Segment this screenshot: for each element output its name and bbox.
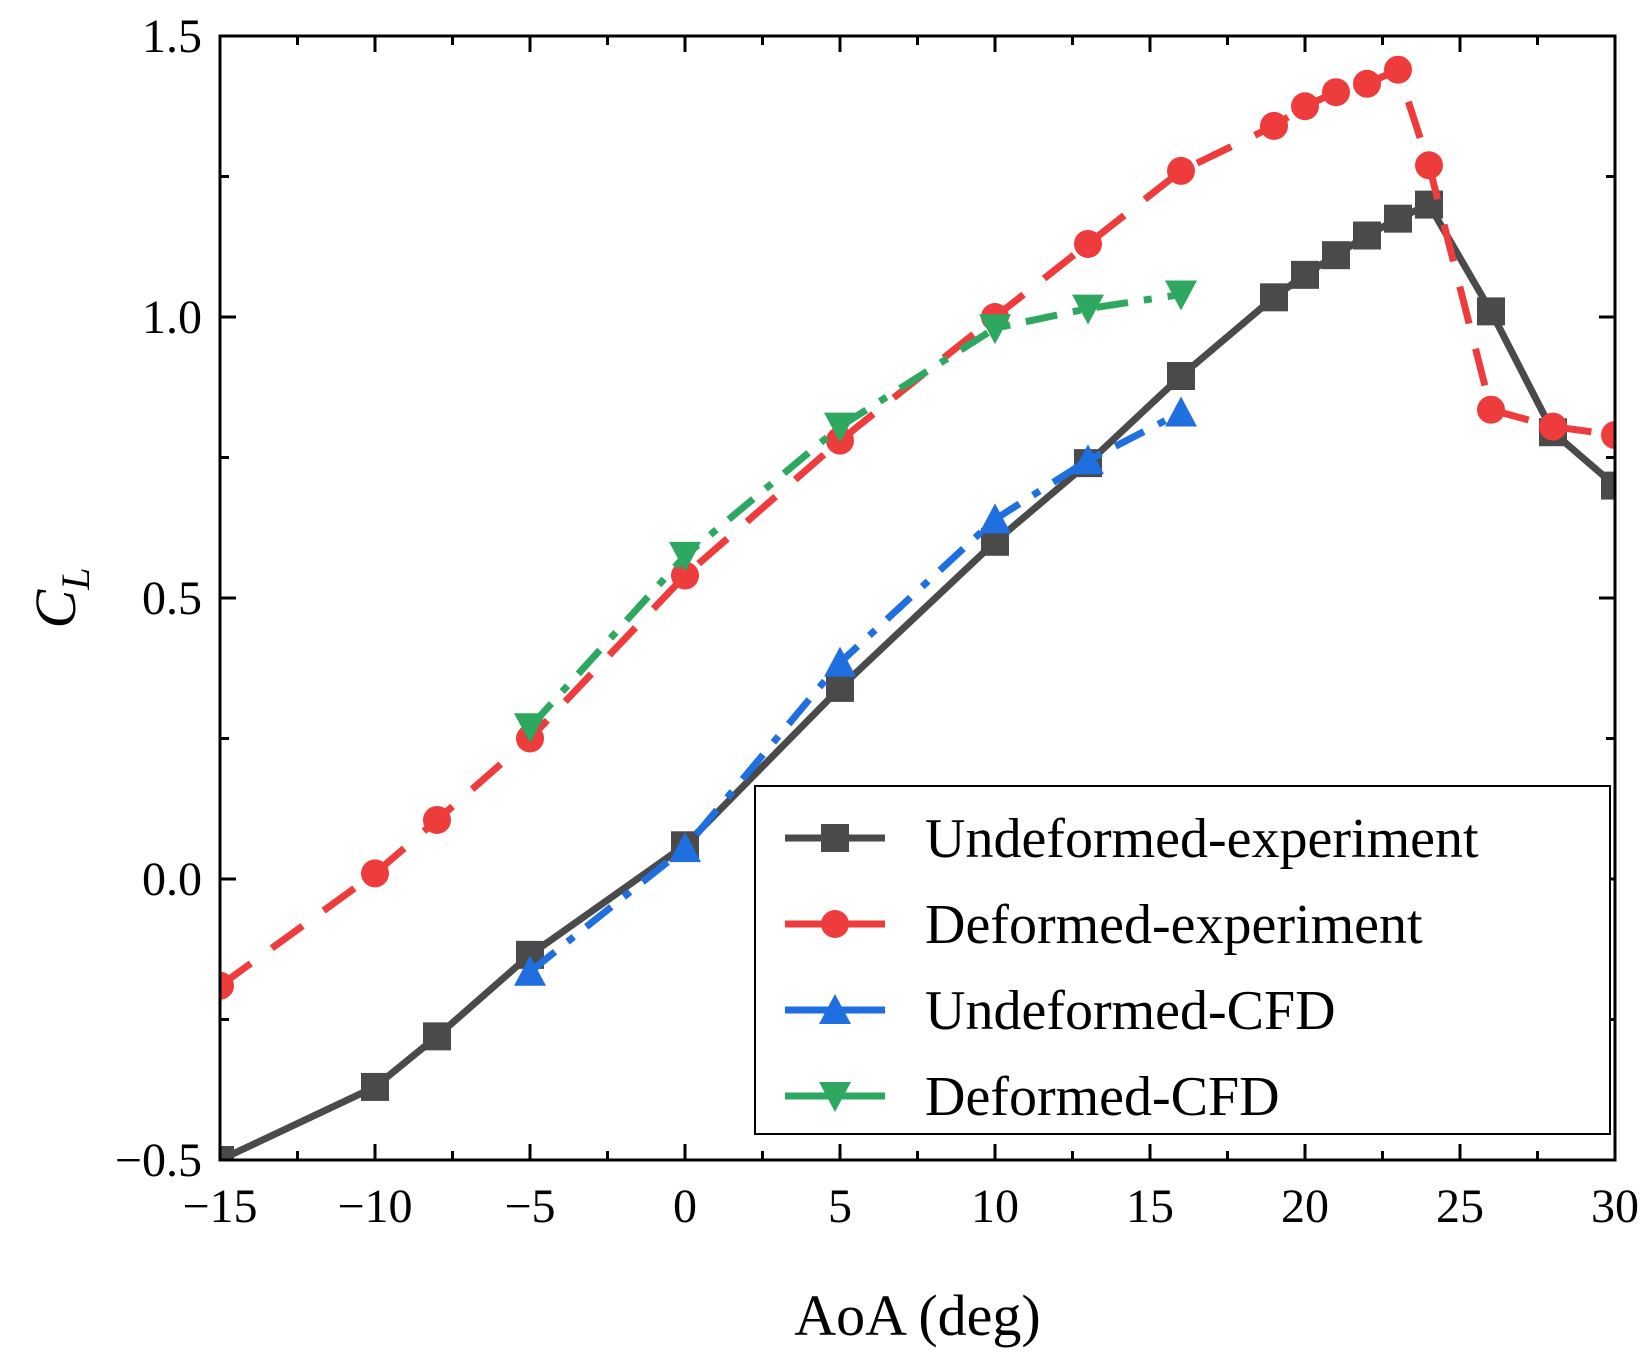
- data-point: [1260, 111, 1288, 140]
- legend: Undeformed-experiment Deformed-experiment…: [754, 785, 1611, 1135]
- data-point: [824, 412, 856, 443]
- legend-label: Undeformed-CFD: [925, 980, 1336, 1042]
- data-point: [1477, 395, 1505, 424]
- data-point: [1539, 412, 1567, 441]
- legend-marker: [819, 1082, 851, 1112]
- data-point: [669, 832, 701, 863]
- y-tick-label: 1.0: [142, 291, 202, 344]
- x-tick-label: 5: [828, 1180, 852, 1233]
- data-point: [514, 713, 546, 744]
- data-point: [1167, 156, 1195, 185]
- data-point: [361, 859, 389, 888]
- data-point: [826, 673, 854, 702]
- axes-layer: −15 −10 −5 0 5 10 15 20 25 30 −0.5 0.0 0.5 1.0 1.5 AoA …: [23, 10, 1639, 1348]
- series-line-deformed-cfd: [527, 291, 1182, 730]
- data-point: [1322, 78, 1350, 107]
- legend-marker: [819, 994, 851, 1024]
- data-point: [220, 1146, 234, 1160]
- x-tick-label: 10: [971, 1180, 1019, 1233]
- x-tick-label: −5: [504, 1180, 555, 1233]
- data-point: [1601, 421, 1615, 450]
- data-point: [1072, 294, 1104, 325]
- x-tick-label: −15: [182, 1180, 257, 1233]
- legend-item: Undeformed-CFD: [785, 980, 1336, 1042]
- x-tick-label: 0: [673, 1180, 697, 1233]
- x-tick-label: 20: [1281, 1180, 1329, 1233]
- y-axis-title-subscript: L: [53, 568, 98, 591]
- legend-marker: [821, 824, 849, 852]
- x-tick-label: 25: [1436, 1180, 1484, 1233]
- data-point: [1291, 260, 1319, 289]
- y-tick-label: 0.0: [142, 853, 202, 906]
- data-point: [1477, 297, 1505, 326]
- x-tick-label: −10: [337, 1180, 412, 1233]
- data-point: [1353, 221, 1381, 250]
- series-layer: [220, 55, 1615, 1160]
- data-point: [979, 314, 1011, 345]
- x-tick-label: 30: [1591, 1180, 1639, 1233]
- data-point: [423, 1022, 451, 1051]
- legend-item: Undeformed-experiment: [785, 808, 1479, 870]
- data-point: [1291, 92, 1319, 121]
- data-point: [1074, 229, 1102, 258]
- data-point: [1415, 151, 1443, 180]
- data-point: [1165, 280, 1197, 311]
- data-point: [1601, 471, 1615, 500]
- data-point: [423, 805, 451, 834]
- data-point: [824, 646, 856, 677]
- series-line-undeformed-cfd: [527, 409, 1183, 975]
- x-axis-title: AoA (deg): [794, 1283, 1040, 1348]
- legend-item: Deformed-CFD: [785, 1066, 1280, 1128]
- data-point: [1167, 362, 1195, 391]
- series-line-undeformed-experiment: [220, 201, 1615, 1160]
- legend-label: Deformed-CFD: [925, 1066, 1280, 1128]
- data-point: [1322, 241, 1350, 270]
- data-point: [669, 541, 701, 572]
- legend-label: Deformed-experiment: [925, 894, 1423, 956]
- series-deformed-experiment: [220, 55, 1615, 1000]
- data-point: [514, 955, 546, 986]
- series-undeformed-cfd: [514, 396, 1197, 986]
- legend-box: [754, 785, 1611, 1135]
- data-point: [1384, 55, 1412, 84]
- data-point: [1165, 396, 1197, 427]
- y-tick-label: −0.5: [115, 1134, 202, 1187]
- series-deformed-cfd: [514, 280, 1197, 744]
- legend-marker: [821, 910, 849, 938]
- data-point: [220, 971, 234, 1000]
- y-axis-title-main: C: [23, 588, 88, 628]
- data-point: [361, 1072, 389, 1101]
- legend-label: Undeformed-experiment: [925, 808, 1479, 870]
- data-point: [1072, 444, 1104, 475]
- y-tick-label: 0.5: [142, 572, 202, 625]
- y-tick-label: 1.5: [142, 10, 202, 63]
- x-tick-label: 15: [1126, 1180, 1174, 1233]
- data-point: [1353, 69, 1381, 98]
- data-point: [979, 503, 1011, 534]
- data-point: [1260, 283, 1288, 312]
- legend-item: Deformed-experiment: [785, 894, 1423, 956]
- data-point: [1384, 204, 1412, 233]
- series-line-deformed-experiment: [220, 66, 1615, 989]
- y-axis-title: CL: [23, 568, 98, 629]
